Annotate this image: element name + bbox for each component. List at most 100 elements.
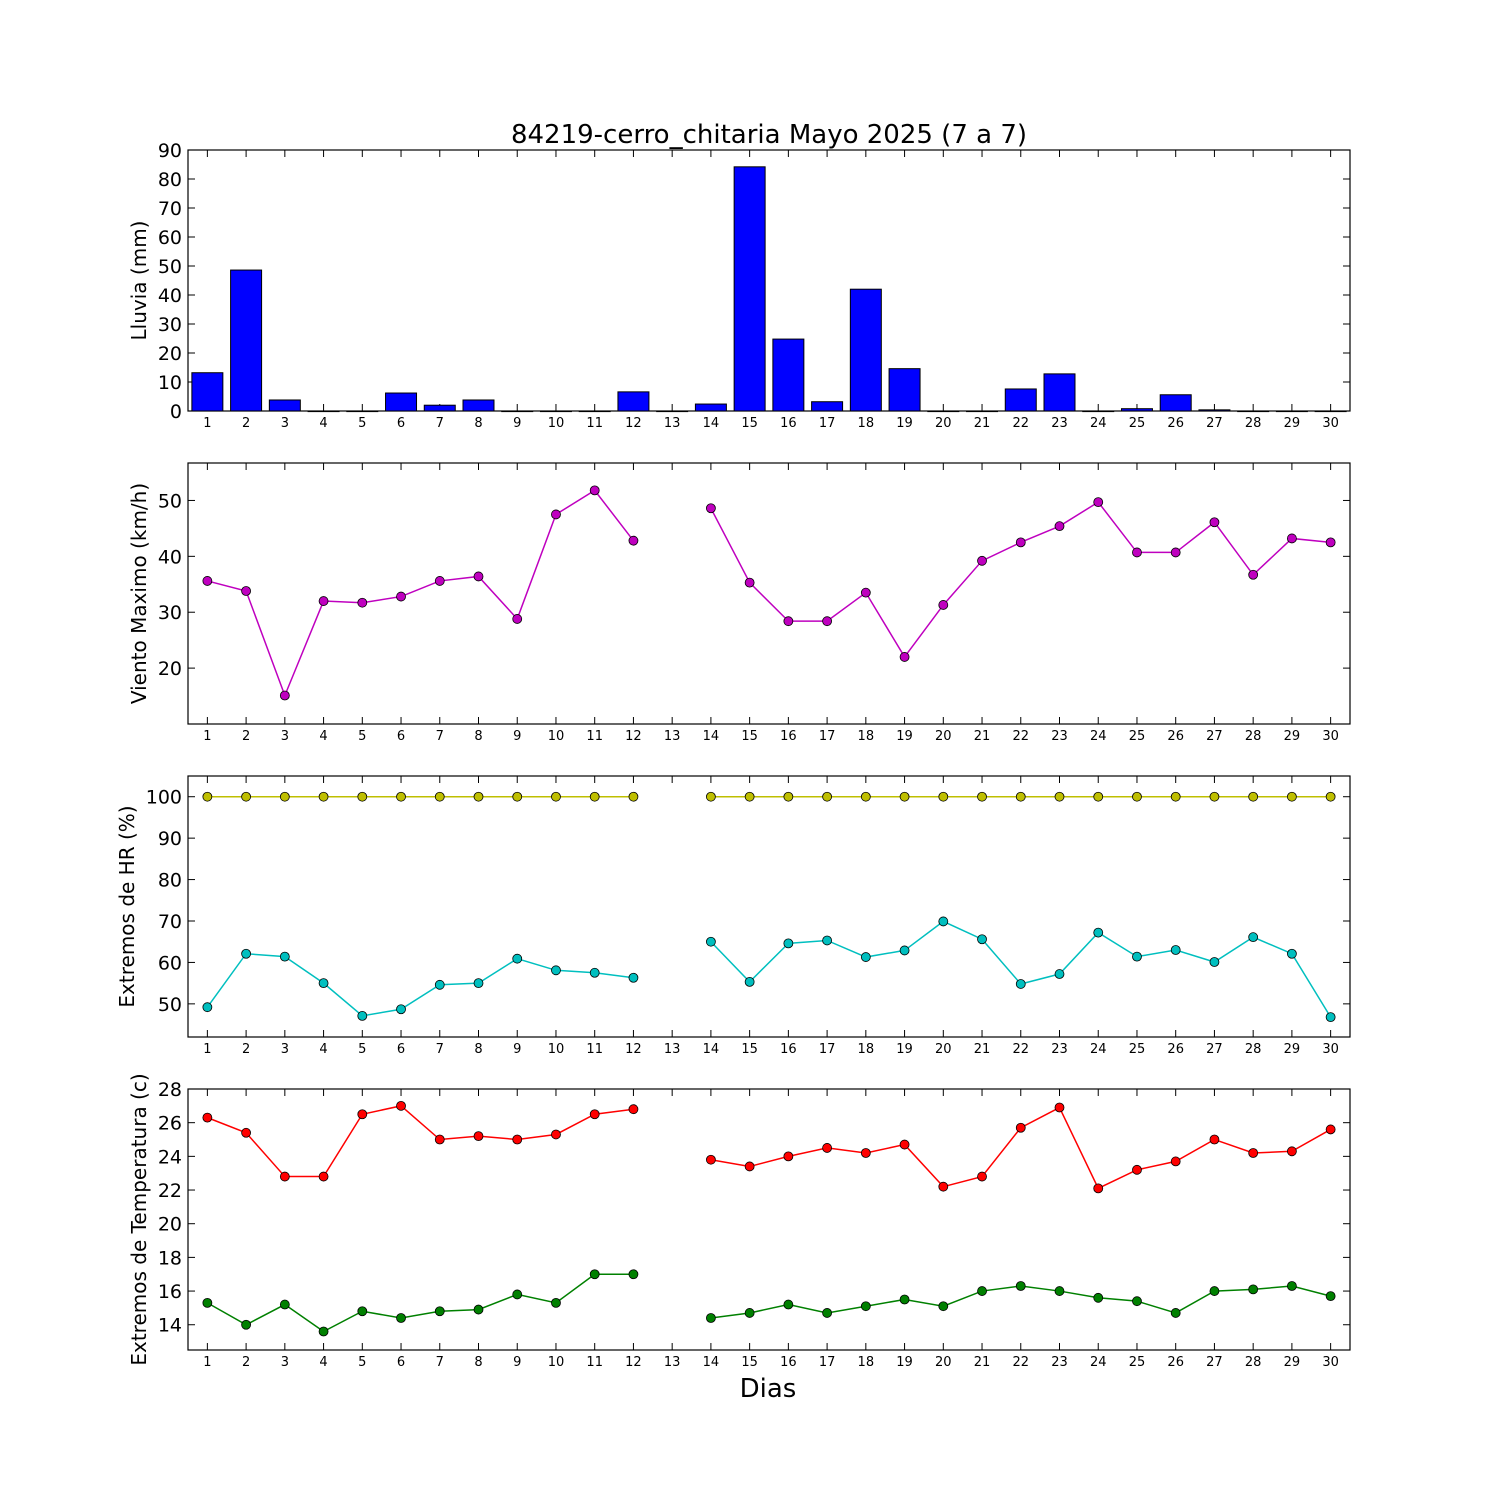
x-tick-label: 15	[741, 416, 758, 431]
x-tick-label: 1	[203, 729, 211, 744]
x-tick-label: 10	[548, 1042, 565, 1057]
rain-bar	[578, 410, 611, 413]
data-point	[241, 791, 252, 802]
figure-title: 84219-cerro_chitaria Mayo 2025 (7 a 7)	[511, 120, 1027, 150]
data-point	[860, 1301, 871, 1312]
data-point	[357, 1010, 368, 1021]
data-point	[938, 1181, 949, 1192]
data-point	[1248, 1284, 1259, 1295]
plot-frame	[187, 462, 1351, 725]
data-point	[1015, 537, 1026, 548]
x-tick-label: 8	[474, 1042, 482, 1057]
x-tick-label: 18	[858, 416, 875, 431]
data-point	[628, 1104, 639, 1115]
data-point	[202, 791, 213, 802]
data-point	[744, 791, 755, 802]
data-point	[512, 1289, 523, 1300]
data-point	[318, 596, 329, 606]
data-point	[202, 1002, 213, 1013]
x-tick-label: 24	[1090, 729, 1107, 744]
data-point	[977, 1171, 987, 1182]
x-tick-label: 18	[858, 1042, 875, 1057]
data-point	[1170, 1156, 1181, 1167]
rain-bar	[617, 391, 650, 412]
x-tick-label: 4	[319, 1355, 327, 1370]
rain-bar	[1120, 408, 1153, 412]
data-point	[1209, 1286, 1220, 1296]
data-point	[1248, 1148, 1259, 1158]
data-point	[1015, 791, 1026, 802]
x-tick-label: 27	[1206, 1355, 1223, 1370]
x-tick-label: 21	[974, 1042, 991, 1057]
series-line	[207, 489, 635, 698]
data-point	[473, 791, 484, 802]
x-tick-label: 25	[1129, 1355, 1146, 1370]
y-tick-label: 90	[158, 828, 182, 850]
y-tick-label: 30	[158, 314, 182, 336]
x-tick-label: 6	[397, 416, 405, 431]
data-point	[1132, 1296, 1142, 1307]
y-tick-label: 26	[158, 1113, 182, 1135]
data-point	[357, 1306, 368, 1317]
x-tick-label: 6	[397, 729, 405, 744]
data-point	[1170, 1308, 1181, 1318]
x-tick-label: 13	[664, 416, 681, 431]
x-tick-label: 29	[1284, 416, 1301, 431]
data-point	[1054, 1286, 1065, 1296]
x-tick-label: 14	[703, 1042, 720, 1057]
data-point	[473, 1131, 484, 1142]
x-tick-label: 21	[974, 1355, 991, 1370]
data-point	[1093, 497, 1104, 508]
x-tick-label: 5	[358, 416, 366, 431]
data-point	[357, 597, 368, 608]
data-point	[977, 555, 987, 566]
y-tick-label: 16	[158, 1281, 182, 1303]
data-point	[1054, 969, 1065, 979]
y-tick-label: 60	[158, 227, 182, 249]
x-tick-label: 2	[242, 729, 250, 744]
x-tick-label: 14	[703, 416, 720, 431]
x-tick-label: 11	[586, 416, 603, 431]
data-point	[938, 916, 949, 927]
x-tick-label: 24	[1090, 416, 1107, 431]
x-tick-label: 30	[1322, 729, 1339, 744]
x-tick-label: 11	[586, 729, 603, 744]
data-point	[318, 978, 329, 989]
x-tick-label: 3	[281, 729, 289, 744]
x-tick-label: 7	[436, 1042, 444, 1057]
rain-bar	[346, 410, 379, 413]
rain-bar	[966, 410, 999, 413]
data-point	[318, 1326, 329, 1337]
data-point	[279, 690, 290, 701]
x-tick-label: 27	[1206, 1042, 1223, 1057]
x-tick-label: 25	[1129, 1042, 1146, 1057]
data-point	[938, 791, 949, 802]
data-point	[1325, 537, 1336, 548]
data-point	[279, 951, 290, 962]
rain-bar	[849, 288, 882, 412]
data-point	[860, 791, 871, 802]
data-point	[1132, 547, 1142, 558]
data-point	[1248, 569, 1259, 580]
x-tick-label: 25	[1129, 416, 1146, 431]
rain-bar	[191, 372, 224, 412]
data-point	[1287, 1146, 1297, 1157]
data-point	[977, 1286, 987, 1296]
rain-bar	[385, 392, 418, 412]
data-point	[202, 1297, 213, 1308]
data-point	[1209, 517, 1220, 528]
rain-bar	[501, 410, 534, 413]
x-tick-label: 16	[780, 1042, 797, 1057]
data-point	[899, 1294, 910, 1305]
rain-bar	[462, 399, 495, 412]
x-tick-label: 25	[1129, 729, 1146, 744]
x-tick-label: 13	[664, 729, 681, 744]
data-point	[1209, 791, 1220, 802]
data-point	[551, 965, 561, 976]
x-tick-label: 10	[548, 416, 565, 431]
x-tick-label: 3	[281, 1355, 289, 1370]
data-point	[396, 591, 406, 602]
y-tick-label: 20	[158, 343, 182, 365]
x-tick-label: 15	[741, 1042, 758, 1057]
y-tick-label: 40	[158, 546, 182, 568]
